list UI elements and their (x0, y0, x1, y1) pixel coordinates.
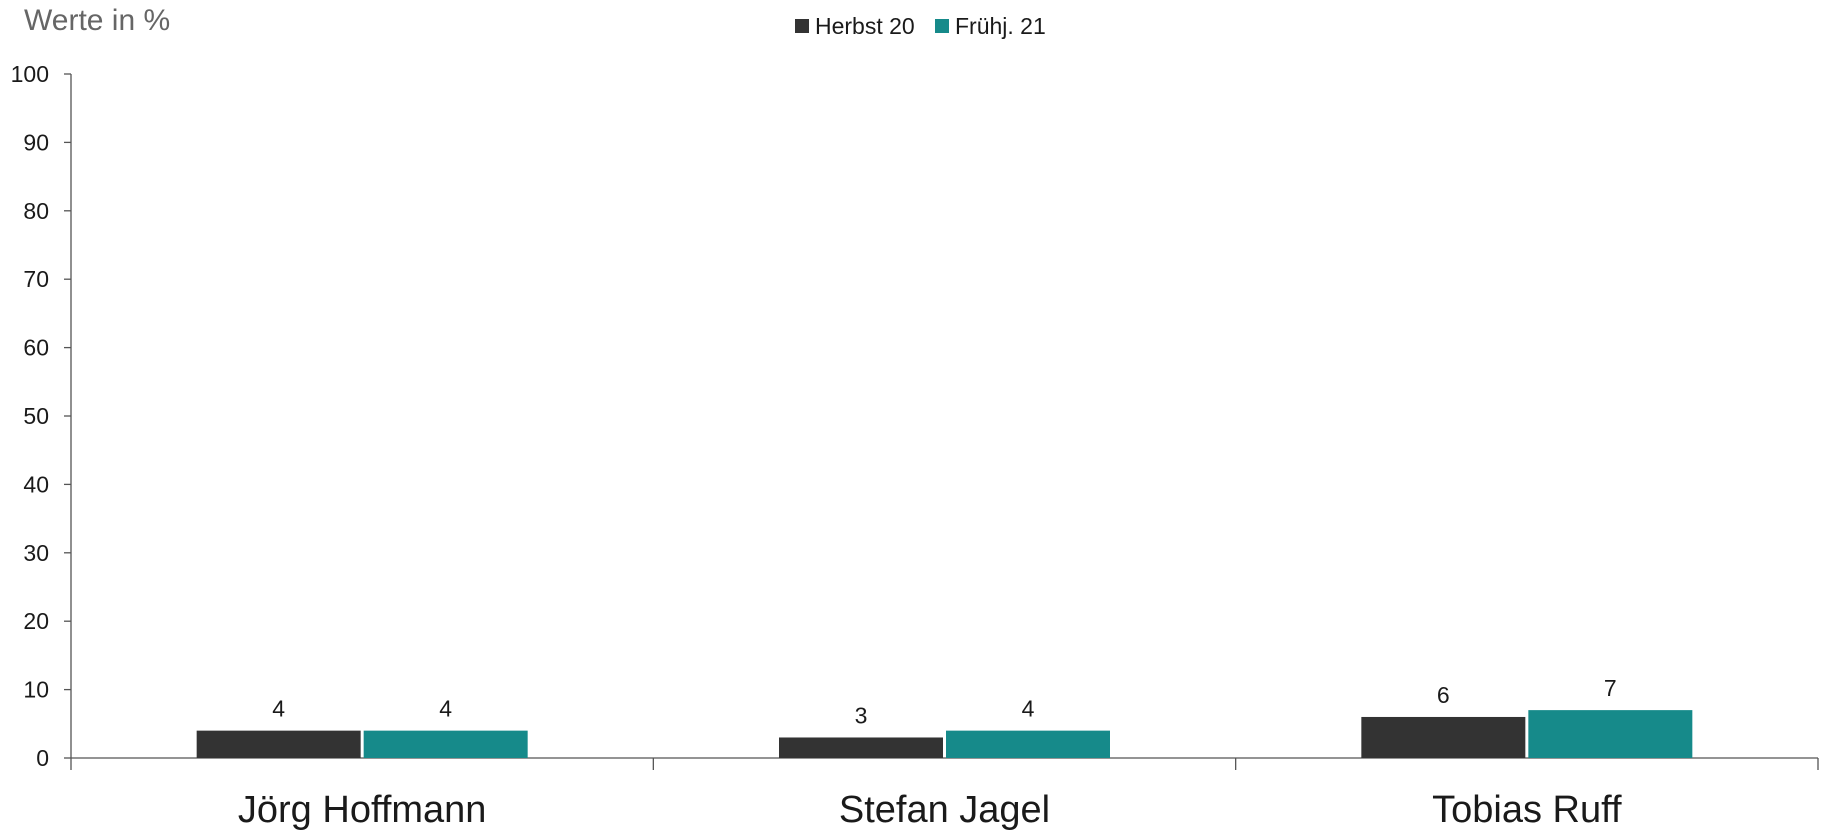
y-tick-label: 70 (23, 266, 49, 292)
data-labels: 4 3 6 4 4 7 (272, 675, 1616, 728)
bar (1361, 716, 1526, 758)
bar (1528, 710, 1693, 758)
y-tick-label: 60 (23, 335, 49, 361)
category-label: Stefan Jagel (839, 789, 1050, 831)
data-label: 3 (855, 702, 868, 728)
legend-label: Herbst 20 (815, 13, 915, 39)
legend: Herbst 20 Frühj. 21 (795, 13, 1046, 39)
y-axis-unit-label: Werte in % (24, 4, 170, 37)
bar (946, 730, 1110, 758)
bar (779, 737, 943, 758)
bars (196, 710, 1693, 758)
category-label: Tobias Ruff (1432, 789, 1622, 831)
data-label: 6 (1437, 682, 1450, 708)
data-label: 4 (1022, 696, 1035, 722)
legend-swatch (935, 19, 949, 33)
bar (363, 730, 528, 758)
y-tick-label: 40 (23, 471, 49, 497)
y-tick-label: 20 (23, 608, 49, 634)
y-tick-label: 10 (23, 677, 49, 703)
y-tick-label: 90 (23, 129, 49, 155)
bar (196, 730, 361, 758)
y-tick-label: 100 (11, 61, 49, 87)
axes: 0 10 20 30 40 50 60 70 80 90 100 Jörg Hoffmann Stefa… (11, 61, 1819, 831)
legend-swatch (795, 19, 809, 33)
data-label: 4 (272, 696, 285, 722)
category-label: Jörg Hoffmann (238, 789, 487, 831)
y-tick-label: 30 (23, 540, 49, 566)
y-tick-label: 80 (23, 198, 49, 224)
y-tick-label: 50 (23, 403, 49, 429)
data-label: 7 (1604, 675, 1617, 701)
legend-label: Frühj. 21 (955, 13, 1046, 39)
data-label: 4 (439, 696, 452, 722)
y-tick-label: 0 (36, 745, 49, 771)
